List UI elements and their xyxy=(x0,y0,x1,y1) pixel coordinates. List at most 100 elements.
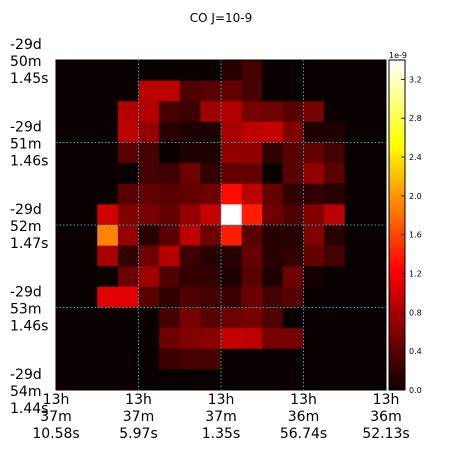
heatmap-cell xyxy=(282,328,304,350)
heatmap-cell xyxy=(76,307,98,329)
heatmap-cell xyxy=(365,328,387,350)
heatmap-cell xyxy=(324,183,346,205)
heatmap-cell xyxy=(117,163,139,185)
heatmap-cell xyxy=(200,328,222,350)
heatmap-cell xyxy=(344,142,366,164)
heatmap-cell xyxy=(76,225,98,247)
heatmap-cell xyxy=(179,142,201,164)
heatmap-cell xyxy=(282,266,304,288)
heatmap-cell xyxy=(97,60,119,82)
heatmap-cell xyxy=(344,245,366,267)
heatmap-cell xyxy=(324,266,346,288)
heatmap-cell xyxy=(282,348,304,370)
colorbar-exponent: 1e-9 xyxy=(389,51,407,60)
heatmap-cell xyxy=(221,121,243,143)
heatmap-cell xyxy=(159,286,181,308)
heatmap-cell xyxy=(324,142,346,164)
heatmap-cell xyxy=(365,307,387,329)
heatmap-cell xyxy=(282,286,304,308)
heatmap-cell xyxy=(365,245,387,267)
y-tick-label: -29d 53m 1.46s xyxy=(10,285,48,335)
heatmap-cell xyxy=(344,286,366,308)
heatmap-cell xyxy=(221,60,243,82)
heatmap-cell xyxy=(97,80,119,102)
heatmap-cell xyxy=(344,307,366,329)
heatmap-cell xyxy=(324,80,346,102)
heatmap-cell xyxy=(200,80,222,102)
heatmap-cell xyxy=(303,245,325,267)
heatmap-cell xyxy=(138,183,160,205)
heatmap-cell xyxy=(179,80,201,102)
heatmap-cell xyxy=(221,245,243,267)
heatmap-cell xyxy=(138,163,160,185)
heatmap-cell xyxy=(56,328,78,350)
heatmap-cell xyxy=(262,225,284,247)
heatmap-cell xyxy=(76,348,98,370)
heatmap-cell xyxy=(117,286,139,308)
heatmap-cell xyxy=(159,266,181,288)
colorbar: 1e-9 0.0 0.4 0.8 1.2 1.6 2.0 2.4 2.8 3.2 xyxy=(388,51,422,395)
heatmap-cell xyxy=(159,80,181,102)
heatmap-cell xyxy=(179,348,201,370)
heatmap-cell xyxy=(138,80,160,102)
heatmap-cell xyxy=(241,348,263,370)
heatmap-cell xyxy=(117,369,139,391)
heatmap-cell xyxy=(200,163,222,185)
heatmap-cell xyxy=(76,60,98,82)
heatmap-cell xyxy=(344,204,366,226)
heatmap-cell xyxy=(221,163,243,185)
heatmap-cell xyxy=(179,369,201,391)
heatmap-cell xyxy=(365,266,387,288)
colorbar-tick-label: 2.8 xyxy=(409,114,422,123)
heatmap-cell xyxy=(56,266,78,288)
heatmap-cell xyxy=(303,348,325,370)
heatmap-cell xyxy=(200,225,222,247)
heatmap-cell xyxy=(117,266,139,288)
heatmap-cell xyxy=(365,101,387,123)
heatmap-cell xyxy=(303,266,325,288)
heatmap-cell xyxy=(179,225,201,247)
heatmap-cell xyxy=(365,142,387,164)
heatmap-cell xyxy=(344,266,366,288)
heatmap-cell xyxy=(241,163,263,185)
heatmap-cell xyxy=(221,369,243,391)
heatmap-cell xyxy=(241,60,263,82)
heatmap-cell xyxy=(76,80,98,102)
heatmap-cell xyxy=(117,101,139,123)
heatmap-cell xyxy=(262,307,284,329)
heatmap-cell xyxy=(365,286,387,308)
heatmap-cell xyxy=(76,369,98,391)
heatmap-cell xyxy=(241,225,263,247)
heatmap-cell xyxy=(221,225,243,247)
heatmap-cell xyxy=(117,348,139,370)
heatmap-cell xyxy=(117,183,139,205)
heatmap-cell xyxy=(262,266,284,288)
heatmap-cell xyxy=(97,204,119,226)
y-tick-label: -29d 54m 1.44s xyxy=(10,367,48,417)
heatmap-cell xyxy=(76,163,98,185)
heatmap-cell xyxy=(365,60,387,82)
heatmap-cell xyxy=(282,163,304,185)
heatmap-cell xyxy=(56,60,78,82)
heatmap-cell xyxy=(138,286,160,308)
heatmap-cell xyxy=(303,225,325,247)
heatmap-cell xyxy=(200,245,222,267)
heatmap-cell xyxy=(241,183,263,205)
heatmap-cell xyxy=(241,204,263,226)
heatmap-cell xyxy=(344,369,366,391)
heatmap-cell xyxy=(200,307,222,329)
heatmap-cell xyxy=(282,225,304,247)
heatmap-cell xyxy=(365,369,387,391)
heatmap-cell xyxy=(200,266,222,288)
heatmap-cell xyxy=(324,204,346,226)
x-tick-labels: 13h 37m 10.58s 13h 37m 5.97s 13h 37m 1.35s 13h 36m… xyxy=(32,392,409,442)
heatmap-cell xyxy=(221,328,243,350)
heatmap-cell xyxy=(262,142,284,164)
heatmap-cell xyxy=(344,101,366,123)
heatmap-cell xyxy=(56,307,78,329)
heatmap-cell xyxy=(97,183,119,205)
heatmap-cell xyxy=(303,328,325,350)
heatmap-cell xyxy=(344,183,366,205)
heatmap-cell xyxy=(56,245,78,267)
